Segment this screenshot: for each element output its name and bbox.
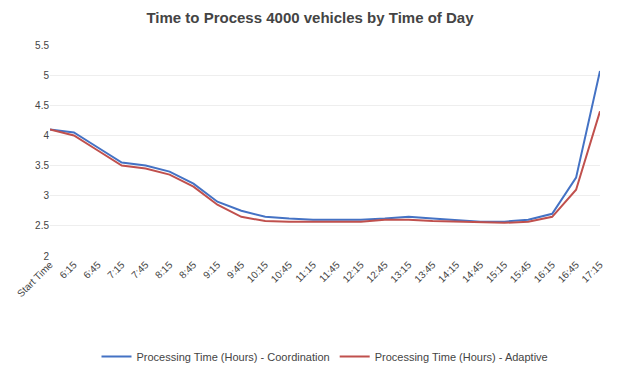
- svg-text:6:15: 6:15: [57, 259, 79, 281]
- svg-text:14:45: 14:45: [460, 259, 486, 285]
- svg-text:13:15: 13:15: [388, 259, 414, 285]
- svg-text:15:15: 15:15: [484, 259, 510, 285]
- svg-text:10:15: 10:15: [245, 259, 271, 285]
- svg-text:9:15: 9:15: [201, 259, 223, 281]
- svg-text:3.5: 3.5: [35, 160, 49, 171]
- svg-text:15:45: 15:45: [508, 259, 534, 285]
- svg-text:3: 3: [43, 190, 49, 201]
- svg-text:9:45: 9:45: [225, 259, 247, 281]
- svg-text:2.5: 2.5: [35, 220, 49, 231]
- svg-text:14:15: 14:15: [436, 259, 462, 285]
- svg-text:8:45: 8:45: [177, 259, 199, 281]
- svg-text:16:15: 16:15: [532, 259, 558, 285]
- svg-text:5: 5: [43, 70, 49, 81]
- svg-text:13:45: 13:45: [412, 259, 438, 285]
- svg-text:Processing Time (Hours) - Adap: Processing Time (Hours) - Adaptive: [375, 351, 548, 363]
- svg-text:Processing Time (Hours) - Coor: Processing Time (Hours) - Coordination: [137, 351, 330, 363]
- svg-text:2: 2: [43, 251, 49, 262]
- svg-text:4.5: 4.5: [35, 100, 49, 111]
- svg-text:11:15: 11:15: [293, 259, 318, 284]
- svg-text:Start Time: Start Time: [15, 259, 55, 299]
- svg-text:7:45: 7:45: [129, 259, 151, 281]
- svg-text:5.5: 5.5: [35, 40, 49, 51]
- svg-text:Time to Process 4000 vehicles: Time to Process 4000 vehicles by Time of…: [146, 9, 474, 26]
- svg-text:7:15: 7:15: [105, 259, 127, 281]
- svg-text:11:45: 11:45: [317, 259, 342, 284]
- svg-text:6:45: 6:45: [81, 259, 103, 281]
- svg-text:4: 4: [43, 130, 49, 141]
- svg-text:17:15: 17:15: [579, 259, 605, 285]
- svg-text:12:15: 12:15: [340, 259, 366, 285]
- svg-text:8:15: 8:15: [153, 259, 175, 281]
- svg-text:16:45: 16:45: [556, 259, 582, 285]
- svg-text:10:45: 10:45: [269, 259, 295, 285]
- svg-text:12:45: 12:45: [364, 259, 390, 285]
